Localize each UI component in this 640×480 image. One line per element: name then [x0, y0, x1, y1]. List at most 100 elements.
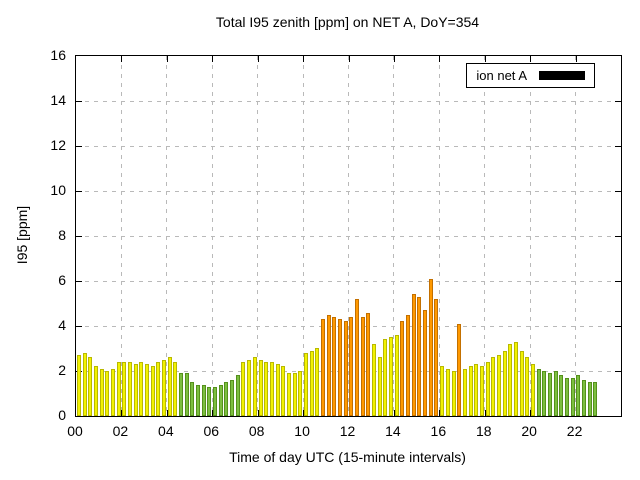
y-tick-label: 6 — [58, 272, 66, 288]
y-tick-mark — [76, 101, 82, 102]
x-tick-label: 02 — [112, 423, 129, 439]
bar — [565, 378, 570, 416]
bar — [337, 319, 342, 416]
bar — [275, 364, 280, 416]
bar — [457, 324, 462, 416]
y-tick-mark — [76, 146, 82, 147]
bar — [394, 335, 399, 416]
y-tick-mark — [615, 101, 621, 102]
x-tick-mark — [166, 56, 168, 62]
bar — [281, 366, 286, 416]
bar — [179, 373, 184, 416]
x-axis-label: Time of day UTC (15-minute intervals) — [229, 449, 466, 465]
bar — [462, 369, 467, 416]
x-tick-mark — [393, 410, 395, 416]
bar — [213, 387, 218, 416]
x-tick-mark — [121, 410, 123, 416]
x-tick-mark — [212, 410, 214, 416]
x-tick-mark — [348, 56, 350, 62]
bar — [502, 351, 507, 416]
y-tick-label: 16 — [50, 47, 66, 63]
bar — [559, 375, 564, 416]
x-tick-label: 08 — [248, 423, 265, 439]
bar — [184, 373, 189, 416]
bar — [372, 344, 377, 416]
x-tick-label: 22 — [566, 423, 583, 439]
bar — [525, 357, 530, 416]
bar — [247, 360, 252, 416]
bar — [355, 299, 360, 416]
x-tick-mark — [166, 410, 168, 416]
bar — [224, 382, 229, 416]
grid-line-vertical — [120, 56, 122, 416]
bar — [468, 366, 473, 416]
bar — [264, 362, 269, 416]
bar — [491, 357, 496, 416]
bar — [269, 362, 274, 416]
bar — [292, 373, 297, 416]
bar — [531, 364, 535, 416]
grid-line-vertical — [438, 56, 440, 416]
grid-line-vertical — [484, 56, 486, 416]
bar — [315, 348, 320, 416]
bar — [241, 362, 246, 416]
grid-line-vertical — [348, 56, 349, 416]
bar — [553, 371, 558, 416]
x-tick-label: 18 — [475, 423, 492, 439]
plot-area: ion net A — [75, 55, 622, 417]
x-tick-mark — [530, 56, 532, 62]
x-tick-mark — [257, 56, 259, 62]
bar — [286, 373, 291, 416]
bar — [377, 357, 382, 416]
bar — [161, 360, 166, 416]
bar — [536, 369, 541, 416]
bar — [196, 385, 201, 416]
grid-line-vertical — [575, 56, 577, 416]
bar — [298, 371, 303, 416]
x-tick-label: 10 — [294, 423, 310, 439]
bar — [479, 366, 484, 416]
bar — [383, 339, 388, 416]
chart-title: Total I95 zenith [ppm] on NET A, DoY=354 — [215, 14, 480, 30]
bar — [496, 355, 501, 416]
x-tick-mark — [484, 56, 486, 62]
bar — [400, 321, 405, 416]
legend: ion net A — [466, 63, 595, 88]
y-tick-mark — [615, 326, 621, 327]
x-tick-mark — [575, 56, 577, 62]
grid-line-vertical — [211, 56, 213, 416]
y-tick-label: 14 — [50, 92, 66, 108]
bar — [93, 366, 98, 416]
bar — [258, 360, 263, 416]
bar — [406, 315, 411, 416]
bar — [99, 369, 104, 416]
y-tick-mark — [615, 281, 621, 282]
y-tick-mark — [615, 236, 621, 237]
y-tick-label: 4 — [58, 317, 66, 333]
x-tick-mark — [303, 56, 305, 62]
x-tick-label: 16 — [430, 423, 447, 439]
bar — [593, 382, 598, 416]
x-tick-mark — [439, 410, 441, 416]
bar — [144, 364, 149, 416]
bar — [423, 310, 428, 416]
legend-swatch — [539, 71, 585, 80]
x-tick-label: 20 — [521, 423, 537, 439]
bar — [190, 382, 195, 416]
bar — [417, 297, 422, 416]
bar — [326, 315, 331, 416]
legend-label: ion net A — [476, 68, 527, 83]
grid-line-vertical — [529, 56, 531, 416]
bar — [218, 385, 223, 416]
bar — [451, 371, 456, 416]
bar — [485, 362, 490, 416]
bar — [519, 351, 524, 416]
y-tick-label: 0 — [58, 407, 66, 423]
bar — [139, 362, 144, 416]
bar — [508, 344, 513, 416]
x-tick-label: 00 — [67, 423, 83, 439]
x-tick-mark — [575, 410, 577, 416]
x-tick-mark — [257, 410, 259, 416]
bar — [76, 355, 81, 416]
bar — [150, 366, 155, 416]
